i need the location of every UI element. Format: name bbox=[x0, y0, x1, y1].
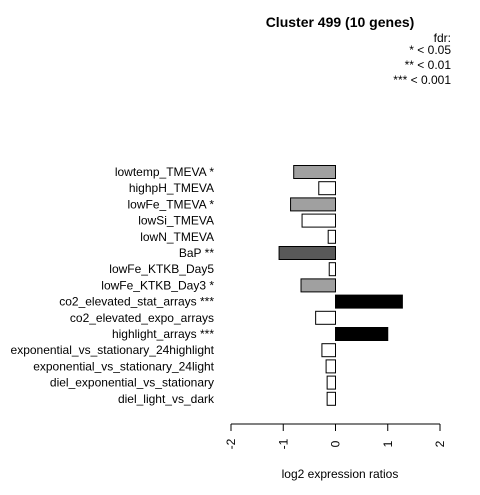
bar-7 bbox=[328, 262, 337, 277]
bar-9 bbox=[335, 294, 403, 309]
x-axis-label: log2 expression ratios bbox=[282, 467, 399, 481]
category-label-4: lowSi_TMEVA bbox=[138, 214, 214, 228]
x-axis: -2 -1 0 1 2 bbox=[224, 423, 447, 449]
legend-title: fdr: bbox=[434, 31, 451, 45]
category-label-10: co2_elevated_expo_arrays bbox=[70, 311, 214, 325]
bar-11 bbox=[335, 327, 389, 341]
bar-14 bbox=[326, 375, 337, 390]
bar-15 bbox=[326, 391, 337, 406]
x-tick-label-3: 0 bbox=[329, 440, 343, 447]
category-label-1: lowtemp_TMEVA * bbox=[115, 165, 214, 179]
category-label-7: lowFe_KTKB_Day5 bbox=[109, 262, 214, 276]
category-label-3: lowFe_TMEVA * bbox=[128, 197, 215, 211]
legend-entry-3: *** < 0.001 bbox=[393, 73, 451, 87]
category-label-15: diel_light_vs_dark bbox=[118, 392, 215, 406]
bars bbox=[278, 165, 403, 406]
category-label-8: lowFe_KTKB_Day3 * bbox=[101, 278, 214, 292]
category-label-9: co2_elevated_stat_arrays *** bbox=[59, 295, 214, 309]
category-label-11: highlight_arrays *** bbox=[112, 327, 214, 341]
x-tick-label-2: -1 bbox=[276, 438, 290, 449]
bar-6 bbox=[278, 246, 337, 260]
category-label-6: BaP ** bbox=[179, 246, 214, 260]
category-labels: lowtemp_TMEVA * highpH_TMEVA lowFe_TMEVA *… bbox=[11, 165, 215, 406]
legend-entry-2: ** < 0.01 bbox=[405, 58, 452, 72]
bar-5 bbox=[327, 229, 336, 244]
legend: fdr: * < 0.05 ** < 0.01 *** < 0.001 bbox=[393, 31, 451, 87]
bar-10 bbox=[315, 310, 336, 325]
x-tick-label-1: -2 bbox=[224, 438, 238, 449]
bar-1 bbox=[293, 165, 337, 179]
category-label-2: highpH_TMEVA bbox=[129, 181, 214, 195]
category-label-14: diel_exponential_vs_stationary bbox=[50, 376, 214, 390]
bar-8 bbox=[300, 278, 337, 293]
legend-entry-1: * < 0.05 bbox=[409, 43, 451, 57]
bar-4 bbox=[301, 213, 336, 228]
bar-12 bbox=[321, 343, 337, 358]
category-label-13: exponential_vs_stationary_24light bbox=[33, 359, 214, 373]
x-tick-label-4: 1 bbox=[381, 440, 395, 447]
category-label-12: exponential_vs_stationary_24highlight bbox=[11, 343, 215, 357]
bar-13 bbox=[325, 359, 337, 374]
chart-title: Cluster 499 (10 genes) bbox=[266, 14, 415, 30]
category-label-5: lowN_TMEVA bbox=[140, 230, 214, 244]
bar-3 bbox=[290, 197, 337, 212]
bar-2 bbox=[318, 181, 336, 196]
x-tick-label-5: 2 bbox=[433, 440, 447, 447]
